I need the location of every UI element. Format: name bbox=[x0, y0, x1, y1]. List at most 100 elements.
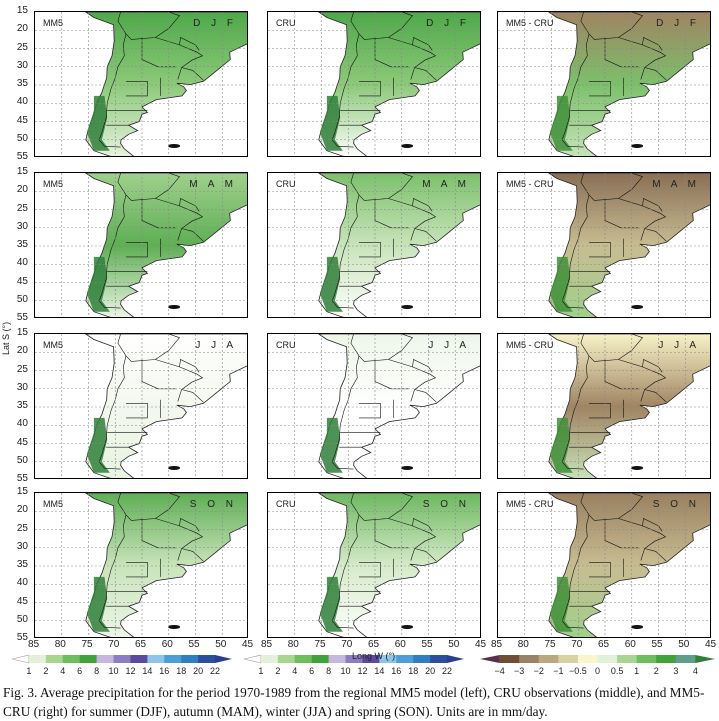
colorbar-segment bbox=[656, 655, 677, 663]
lon-tick-label: 45 bbox=[705, 639, 717, 650]
land-area bbox=[548, 334, 710, 478]
colorbar-segment bbox=[617, 655, 638, 663]
colorbar-tick-label: 4 bbox=[292, 666, 298, 676]
political-border bbox=[589, 403, 611, 419]
andes-precip-band bbox=[549, 576, 573, 632]
political-border bbox=[331, 514, 360, 629]
lat-tick-label: 25 bbox=[16, 41, 28, 53]
political-border bbox=[589, 81, 611, 97]
lon-tick-label: 70 bbox=[341, 639, 353, 650]
panel-season-label: M A M bbox=[422, 179, 470, 190]
political-border bbox=[644, 228, 667, 242]
colorbar-tick-label: 4 bbox=[692, 666, 698, 676]
land-area bbox=[318, 173, 480, 317]
lon-tick-label: 45 bbox=[475, 639, 487, 650]
falkland-islands bbox=[631, 304, 644, 309]
colorbar-segment bbox=[379, 655, 397, 663]
lon-tick-label: 80 bbox=[287, 639, 299, 650]
political-border bbox=[414, 389, 437, 403]
lat-tick-label: 15 bbox=[16, 486, 28, 497]
colorbar-segment bbox=[164, 655, 182, 663]
lat-tick-label: 35 bbox=[16, 559, 28, 570]
political-border bbox=[126, 403, 148, 419]
panel-season-label: S O N bbox=[652, 499, 700, 510]
map-panel-model-3: MM5 S O N bbox=[34, 492, 248, 638]
andes-precip-band bbox=[86, 95, 110, 151]
political-border bbox=[642, 518, 663, 532]
panel-source-label: CRU bbox=[276, 179, 296, 189]
political-border bbox=[98, 355, 127, 470]
lat-tick-label: 45 bbox=[16, 436, 28, 448]
colorbar-segment bbox=[519, 655, 540, 663]
lon-tick-label: 75 bbox=[81, 639, 93, 650]
colorbar-tick-label: 1 bbox=[26, 666, 32, 676]
political-border bbox=[642, 198, 663, 212]
diff-colorbar bbox=[480, 655, 715, 663]
panel-source-label: MM5 - CRU bbox=[506, 499, 554, 509]
political-border bbox=[561, 514, 590, 629]
colorbar-arrow-high bbox=[447, 655, 464, 663]
colorbar-tick-label: 0.5 bbox=[610, 666, 624, 676]
lat-tick-label: 40 bbox=[16, 257, 28, 269]
lat-tick-label: 45 bbox=[16, 114, 28, 126]
lat-tick-label: 45 bbox=[16, 275, 28, 287]
political-border bbox=[181, 548, 204, 562]
political-border bbox=[414, 228, 437, 242]
colorbar-tick-label: 6 bbox=[77, 666, 83, 676]
political-border bbox=[642, 37, 663, 51]
lat-tick-label: 20 bbox=[16, 504, 28, 516]
panel-source-label: CRU bbox=[276, 340, 296, 350]
colorbar-tick-label: 22 bbox=[210, 666, 221, 676]
lat-tick-label: 35 bbox=[16, 78, 28, 89]
colorbar-arrow-low bbox=[12, 654, 30, 664]
colorbar-tick-label: 14 bbox=[142, 666, 153, 676]
political-border bbox=[350, 173, 414, 201]
political-border bbox=[414, 548, 437, 562]
political-border bbox=[350, 334, 414, 362]
political-border bbox=[580, 173, 644, 201]
panel-season-label: D J F bbox=[426, 18, 470, 29]
lat-tick-label: 20 bbox=[16, 23, 28, 35]
colorbar-tick-label: −0.5 bbox=[569, 666, 587, 676]
map-panel-obs-2: CRU J J A bbox=[267, 333, 481, 479]
map-canvas bbox=[268, 493, 480, 637]
andes-precip-band bbox=[86, 576, 110, 632]
political-border bbox=[126, 242, 148, 258]
colorbar-segment bbox=[538, 655, 559, 663]
colorbar-segment bbox=[260, 655, 279, 663]
map-panel-obs-0: CRU D J F bbox=[267, 11, 481, 157]
colorbar-arrow-high bbox=[695, 655, 715, 663]
map-canvas bbox=[498, 493, 710, 637]
map-panel-diff-1: MM5 - CRU M A M bbox=[497, 172, 711, 318]
lat-tick-label: 20 bbox=[16, 345, 28, 357]
panel-source-label: MM5 bbox=[43, 179, 63, 189]
political-border bbox=[561, 355, 590, 470]
lon-tick-label: 75 bbox=[314, 639, 326, 650]
falkland-islands bbox=[168, 465, 181, 470]
political-border bbox=[561, 194, 590, 309]
lat-tick-label: 35 bbox=[16, 400, 28, 411]
political-border bbox=[117, 334, 181, 362]
political-border bbox=[580, 493, 644, 521]
map-canvas bbox=[35, 12, 247, 156]
colorbar-tick-label: −4 bbox=[494, 666, 505, 676]
colorbar-segment bbox=[113, 655, 131, 663]
map-canvas bbox=[268, 12, 480, 156]
land-area bbox=[85, 173, 247, 317]
lat-tick-label: 15 bbox=[16, 166, 28, 177]
andes-precip-band bbox=[86, 256, 110, 312]
political-border bbox=[618, 518, 667, 561]
lat-tick-label: 50 bbox=[16, 132, 28, 144]
colorbar-tick-label: 18 bbox=[176, 666, 187, 676]
figure-caption: Fig. 3. Average precipitation for the pe… bbox=[3, 685, 705, 719]
lon-tick-label: 70 bbox=[571, 639, 583, 650]
colorbar-tick-label: −1 bbox=[553, 666, 564, 676]
andes-precip-band bbox=[549, 256, 573, 312]
political-border bbox=[98, 514, 127, 629]
colorbar-segment bbox=[45, 655, 64, 663]
falkland-islands bbox=[401, 624, 414, 629]
andes-precip-band bbox=[319, 256, 343, 312]
land-area bbox=[85, 12, 247, 156]
political-border bbox=[179, 359, 200, 373]
colorbar-segment bbox=[345, 655, 363, 663]
